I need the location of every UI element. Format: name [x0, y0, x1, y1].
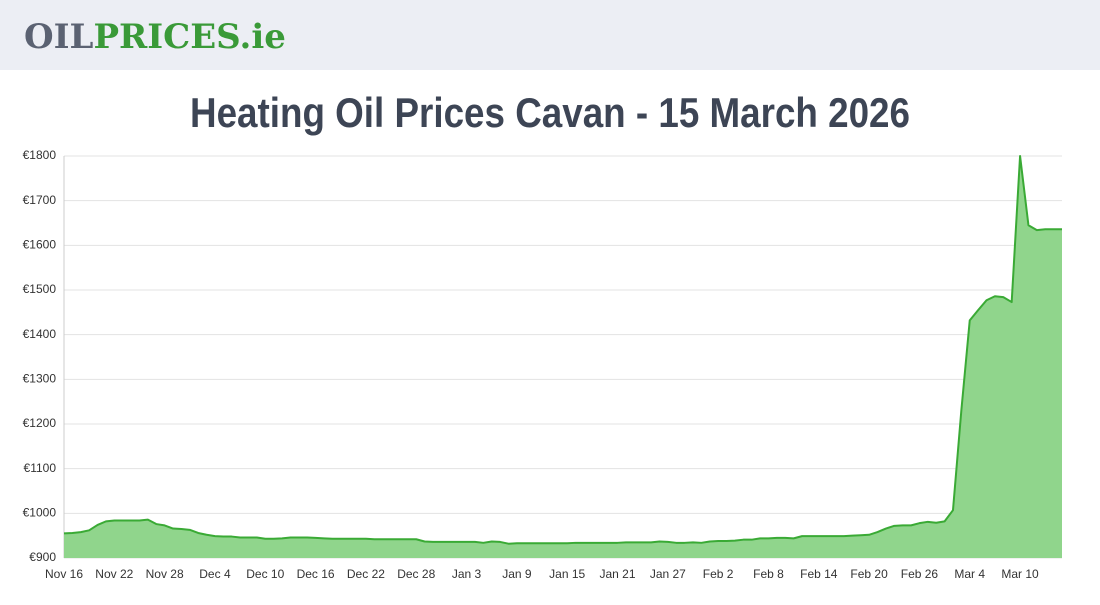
y-tick-label: €900: [29, 550, 56, 564]
logo-part: OIL: [24, 17, 94, 57]
x-tick-label: Mar 10: [1001, 567, 1039, 581]
x-tick-label: Feb 20: [850, 567, 888, 581]
x-tick-label: Jan 3: [452, 567, 482, 581]
x-tick-label: Nov 28: [146, 567, 184, 581]
x-tick-label: Nov 22: [95, 567, 133, 581]
y-tick-label: €1400: [23, 327, 57, 341]
y-tick-label: €1100: [24, 461, 57, 475]
x-tick-label: Jan 27: [650, 567, 686, 581]
x-tick-label: Dec 28: [397, 567, 435, 581]
area-fill: [64, 156, 1062, 558]
logo-part: PRICES: [93, 17, 239, 57]
y-tick-label: €1000: [23, 506, 57, 520]
chart-title: Heating Oil Prices Cavan - 15 March 2026: [190, 89, 910, 136]
header-bar: [0, 0, 1100, 70]
y-tick-label: €1600: [23, 238, 57, 252]
x-tick-label: Dec 22: [347, 567, 385, 581]
y-tick-label: €1300: [23, 372, 57, 386]
x-tick-label: Nov 16: [45, 567, 83, 581]
price-line: [63, 155, 1062, 545]
y-tick-label: €1500: [23, 282, 57, 296]
y-tick-label: €1200: [23, 416, 57, 430]
x-tick-label: Feb 26: [901, 567, 939, 581]
x-tick-label: Feb 14: [800, 567, 838, 581]
x-tick-label: Jan 21: [599, 567, 635, 581]
logo-part: .ie: [239, 17, 285, 57]
x-tick-label: Jan 9: [502, 567, 532, 581]
x-tick-label: Dec 4: [199, 567, 231, 581]
x-tick-label: Dec 16: [297, 567, 335, 581]
y-tick-label: €1800: [23, 148, 57, 162]
x-tick-label: Feb 2: [703, 567, 734, 581]
x-tick-label: Feb 8: [753, 567, 784, 581]
x-tick-label: Dec 10: [246, 567, 284, 581]
logo[interactable]: OILPRICES.ie: [24, 17, 286, 57]
y-tick-label: €1700: [23, 193, 57, 207]
x-tick-label: Jan 15: [549, 567, 585, 581]
x-tick-label: Mar 4: [954, 567, 985, 581]
